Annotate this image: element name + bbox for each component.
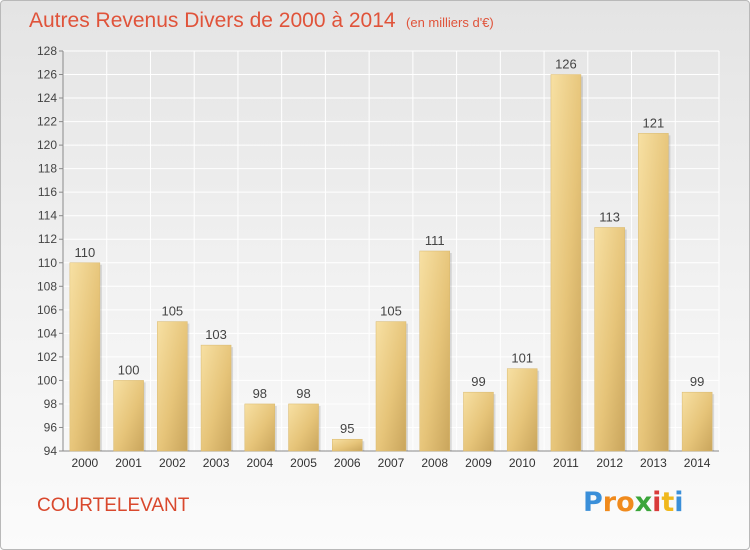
chart-title: Autres Revenus Divers de 2000 à 2014 (en…	[29, 9, 494, 33]
logo-letter: P	[583, 487, 603, 518]
chart-title-main: Autres Revenus Divers de 2000 à 2014	[29, 9, 396, 32]
y-tick-label: 110	[38, 256, 57, 270]
y-tick-label: 122	[37, 115, 57, 129]
bar-2010	[506, 368, 538, 452]
bar-layer	[69, 74, 715, 452]
data-label: 99	[471, 374, 485, 389]
data-label: 98	[296, 386, 310, 401]
logo-letter: o	[616, 487, 635, 518]
data-label: 105	[380, 304, 402, 319]
chart-subtitle: (en milliers d'€)	[406, 15, 494, 30]
y-tick-label: 102	[37, 350, 57, 364]
data-label: 95	[340, 421, 354, 436]
bar-2013	[638, 133, 669, 452]
bar-2007	[375, 321, 407, 452]
y-tick-label: 126	[37, 68, 57, 82]
y-tick-label: 104	[37, 326, 57, 340]
y-tick-label: 116	[38, 185, 57, 199]
x-tick-label: 2012	[596, 456, 623, 470]
y-tick-label: 124	[37, 91, 57, 105]
bar-2012	[594, 227, 625, 452]
y-tick-label: 120	[37, 138, 57, 152]
commune-name: COURTELEVANT	[37, 495, 190, 516]
x-tick-label: 2002	[159, 456, 186, 470]
bar-2008	[419, 250, 450, 452]
logo-letter: r	[602, 487, 617, 518]
x-tick-label: 2013	[640, 456, 667, 470]
y-tick-label: 98	[44, 397, 58, 411]
data-label: 126	[555, 57, 577, 72]
logo-letter: x	[634, 487, 653, 518]
logo-letter: i	[652, 487, 662, 518]
x-tick-label: 2009	[465, 456, 492, 470]
bar-2011	[550, 74, 582, 452]
bar-2004	[244, 403, 276, 452]
x-tick-label: 2010	[509, 456, 536, 470]
data-label: 101	[511, 351, 533, 366]
label-layer: 110 2000 100 2001 105 2002 103 2003 98 2004 98 2005…	[72, 57, 711, 470]
x-tick-label: 2000	[72, 456, 99, 470]
bar-2000	[69, 262, 101, 452]
x-tick-label: 2001	[115, 456, 142, 470]
x-tick-label: 2007	[378, 456, 405, 470]
x-tick-label: 2004	[246, 456, 273, 470]
data-label: 113	[599, 209, 620, 224]
x-tick-label: 2005	[290, 456, 317, 470]
y-tick-label: 106	[37, 303, 57, 317]
data-label: 110	[74, 245, 95, 260]
y-tick-label: 112	[38, 232, 57, 246]
x-tick-label: 2008	[421, 456, 448, 470]
bar-2003	[200, 344, 232, 452]
x-tick-label: 2006	[334, 456, 361, 470]
bar-2014	[681, 391, 713, 452]
bar-2002	[157, 321, 188, 452]
y-tick-label: 114	[38, 209, 57, 223]
data-label: 100	[118, 362, 140, 377]
y-tick-label: 118	[38, 162, 57, 176]
data-label: 105	[161, 304, 183, 319]
logo-letter: t	[661, 487, 675, 518]
y-tick-label: 96	[44, 420, 58, 434]
y-tick-label: 128	[37, 44, 57, 58]
y-tick-label: 108	[37, 279, 57, 293]
x-tick-label: 2014	[684, 456, 711, 470]
data-label: 99	[690, 374, 704, 389]
logo-letter: i	[674, 487, 684, 518]
bar-2001	[113, 380, 144, 452]
data-label: 103	[205, 327, 227, 342]
data-label: 121	[643, 115, 665, 130]
bar-2006	[332, 438, 363, 452]
data-label: 111	[425, 233, 445, 248]
bar-2009	[463, 391, 494, 452]
bar-2005	[288, 403, 319, 452]
x-tick-label: 2011	[553, 456, 579, 470]
y-tick-label: 100	[37, 373, 57, 387]
y-tick-label: 94	[44, 444, 58, 458]
data-label: 98	[253, 386, 267, 401]
axis-layer: 94 96 98 100 102 104 106 108 110 112 114 116 118 120 1…	[37, 44, 719, 458]
x-tick-label: 2003	[203, 456, 230, 470]
proxiti-logo[interactable]: Proxiti	[583, 487, 684, 518]
